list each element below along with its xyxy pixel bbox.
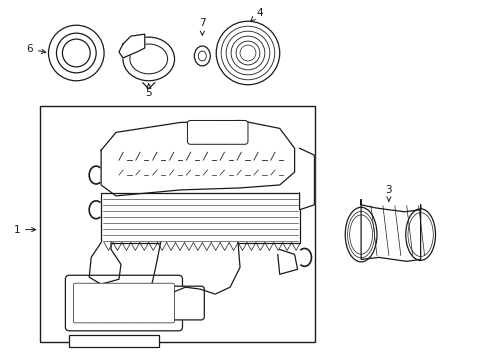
Ellipse shape bbox=[349, 215, 372, 254]
Circle shape bbox=[236, 41, 259, 65]
Polygon shape bbox=[360, 200, 420, 261]
Ellipse shape bbox=[345, 207, 376, 262]
Ellipse shape bbox=[122, 37, 174, 81]
Bar bbox=[40, 105, 315, 342]
Ellipse shape bbox=[347, 211, 374, 258]
Ellipse shape bbox=[198, 51, 206, 61]
Circle shape bbox=[240, 45, 255, 61]
Circle shape bbox=[48, 25, 104, 81]
FancyBboxPatch shape bbox=[65, 275, 182, 331]
Polygon shape bbox=[101, 121, 294, 196]
Polygon shape bbox=[119, 34, 144, 58]
FancyBboxPatch shape bbox=[73, 283, 174, 323]
Text: 2: 2 bbox=[116, 181, 145, 198]
Text: 7: 7 bbox=[199, 18, 205, 35]
Polygon shape bbox=[299, 148, 314, 210]
Ellipse shape bbox=[194, 46, 210, 66]
Polygon shape bbox=[277, 249, 297, 274]
Circle shape bbox=[221, 26, 274, 80]
Ellipse shape bbox=[405, 209, 435, 260]
FancyBboxPatch shape bbox=[187, 121, 247, 144]
Text: 5: 5 bbox=[145, 84, 152, 98]
Ellipse shape bbox=[130, 44, 167, 74]
Polygon shape bbox=[150, 243, 240, 294]
Polygon shape bbox=[89, 243, 121, 284]
Text: 3: 3 bbox=[385, 185, 391, 201]
Text: 1: 1 bbox=[14, 225, 36, 235]
Text: 4: 4 bbox=[250, 8, 263, 21]
FancyBboxPatch shape bbox=[170, 286, 204, 320]
Ellipse shape bbox=[407, 213, 432, 257]
Circle shape bbox=[225, 31, 269, 75]
Bar bbox=[101, 193, 299, 243]
Circle shape bbox=[216, 21, 279, 85]
Circle shape bbox=[231, 36, 264, 70]
Text: 6: 6 bbox=[26, 44, 46, 54]
Bar bbox=[69, 335, 158, 347]
Circle shape bbox=[56, 33, 96, 73]
Circle shape bbox=[62, 39, 90, 67]
